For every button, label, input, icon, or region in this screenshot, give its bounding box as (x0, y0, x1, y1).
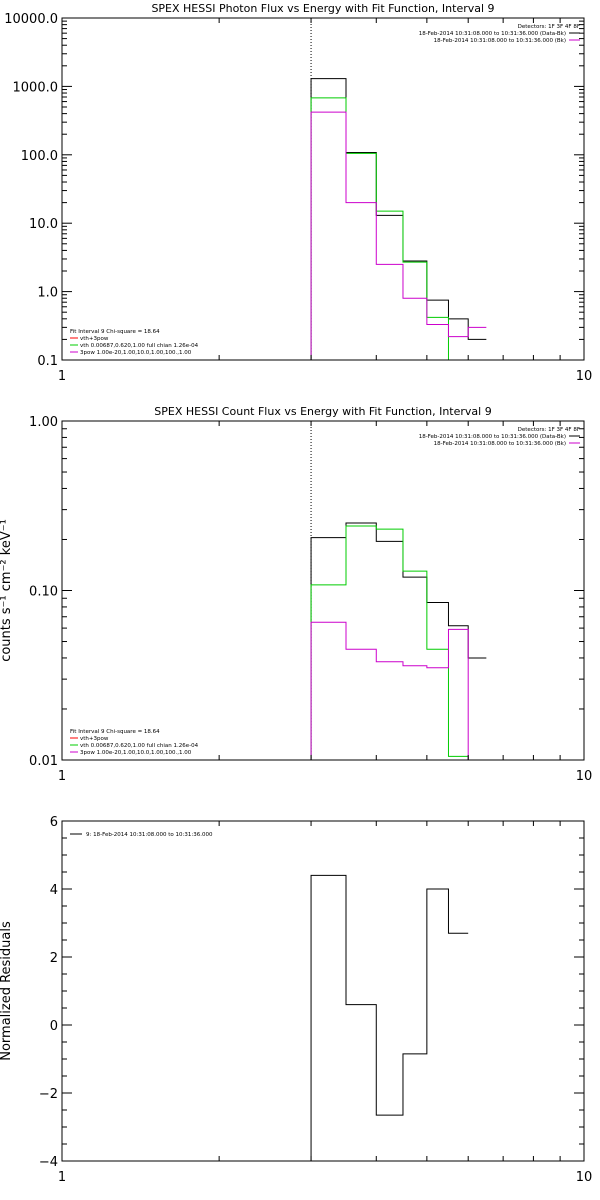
chart-title: SPEX HESSI Count Flux vs Energy with Fit… (154, 405, 491, 418)
y-tick-label: 10000.0 (4, 12, 58, 27)
y-tick-label: 1.0 (37, 286, 58, 301)
series-line-2 (310, 97, 449, 360)
x-tick-label: 10 (576, 769, 593, 784)
plot-frame (61, 820, 585, 1162)
legend-entry-label: vth+3pow (80, 336, 109, 342)
y-tick-label: 0 (50, 1019, 58, 1034)
x-tick-label: 10 (576, 1170, 593, 1185)
series-line-3 (310, 621, 469, 760)
legend-entry-label: 3pow 1.00e-20,1.00,10.0,1.00,100.,1.00 (80, 350, 192, 356)
y-tick-label: −4 (39, 1155, 58, 1170)
series-line-1 (310, 874, 469, 1161)
legend: 9: 18-Feb-2014 10:31:08.000 to 10:31:36.… (70, 832, 213, 838)
plot-frame (61, 17, 585, 361)
y-tick-label: 6 (50, 815, 58, 830)
series-line-1 (310, 78, 487, 360)
legend-entry-label: vth 0.00687,0.620,1.00 full chian 1.26e-… (80, 743, 199, 749)
legend-header: Fit Interval 9 Chi-square = 18.64 (70, 329, 160, 335)
chart-panel-1: SPEX HESSI Photon Flux vs Energy with Fi… (4, 2, 592, 384)
y-tick-label: 0.01 (29, 754, 58, 769)
y-tick-label: 0.10 (29, 585, 58, 600)
legend-entry-label: 18-Feb-2014 10:31:08.000 to 10:31:36.000… (434, 38, 566, 44)
legend: Fit Interval 9 Chi-square = 18.64vth+3po… (70, 729, 199, 756)
y-tick-label: 10.0 (29, 217, 58, 232)
legend: Fit Interval 9 Chi-square = 18.64vth+3po… (70, 329, 199, 356)
series-line-2 (310, 525, 469, 760)
legend-entry-label: 3pow 1.00e-20,1.00,10.0,1.00,100.,1.00 (80, 750, 192, 756)
x-tick-label: 1 (58, 1170, 66, 1185)
x-tick-label: 10 (576, 369, 593, 384)
chart-panel-3: Normalized Residuals 1 10 −4 −2 0 2 4 6 9: 18-Feb… (0, 815, 592, 1185)
legend-header: Detectors: 1F 3F 4F 8F (518, 24, 580, 30)
chart-title: SPEX HESSI Photon Flux vs Energy with Fi… (151, 2, 494, 15)
legend-entry-label: 18-Feb-2014 10:31:08.000 to 10:31:36.000… (434, 441, 566, 447)
legend-entry-label: 18-Feb-2014 10:31:08.000 to 10:31:36.000… (419, 31, 566, 37)
y-tick-label: 100.0 (21, 149, 58, 164)
y-tick-label: 4 (50, 883, 58, 898)
legend-entry-label: 9: 18-Feb-2014 10:31:08.000 to 10:31:36.… (86, 832, 213, 838)
legend-header: Fit Interval 9 Chi-square = 18.64 (70, 729, 160, 735)
series-line-1 (310, 522, 487, 760)
series-line-3 (310, 111, 487, 360)
y-tick-label: −2 (39, 1087, 58, 1102)
plot-frame (61, 420, 585, 761)
x-tick-label: 1 (58, 369, 66, 384)
chart-panel-2: SPEX HESSI Count Flux vs Energy with Fit… (0, 405, 593, 784)
y-tick-label: 1000.0 (13, 80, 59, 95)
legend-header: Detectors: 1F 3F 4F 8F (518, 427, 580, 433)
x-tick-label: 1 (58, 769, 66, 784)
y-axis-label: counts s⁻¹ cm⁻² keV⁻¹ (0, 519, 14, 662)
y-tick-label: 2 (50, 951, 58, 966)
legend-entry-label: vth 0.00687,0.620,1.00 full chian 1.26e-… (80, 343, 199, 349)
legend-entry-label: 18-Feb-2014 10:31:08.000 to 10:31:36.000… (419, 434, 566, 440)
y-tick-label: 0.1 (37, 354, 58, 369)
legend-entry-label: vth+3pow (80, 736, 109, 742)
y-axis-label: Normalized Residuals (0, 921, 14, 1061)
y-tick-label: 1.00 (29, 415, 58, 430)
